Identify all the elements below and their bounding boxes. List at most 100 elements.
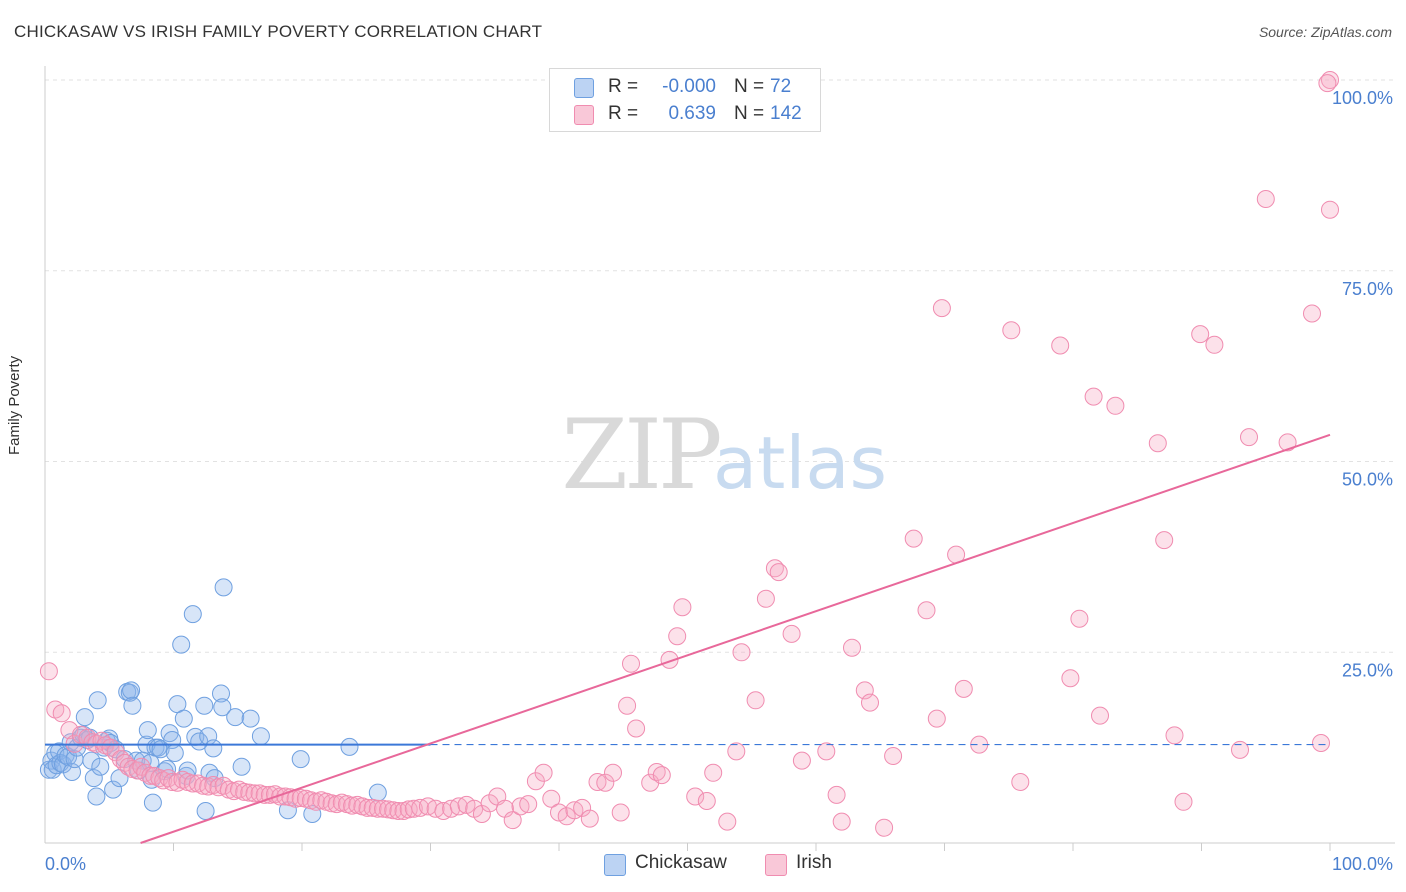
irish-point [817, 742, 836, 761]
irish-point [652, 766, 671, 785]
irish-point [1205, 335, 1224, 354]
irish-point [363, 798, 382, 817]
x-tick-label: 0.0% [45, 854, 86, 874]
irish-point [411, 798, 430, 817]
chickasaw-point [84, 769, 103, 788]
y-tick-label: 25.0% [1342, 660, 1393, 680]
irish-point [718, 812, 737, 831]
irish-point [917, 601, 936, 620]
irish-point [861, 693, 879, 712]
irish-point [1278, 433, 1297, 452]
stats-legend: R = -0.000 N = 72 R = 0.639 N = 142 [549, 68, 821, 132]
irish-point [322, 794, 341, 813]
irish-point [1091, 706, 1109, 725]
irish-point [542, 789, 561, 808]
chickasaw-point [165, 744, 184, 762]
irish-point [884, 747, 903, 765]
chickasaw-point [122, 681, 141, 700]
irish-point [1303, 304, 1321, 323]
chickasaw-swatch [574, 78, 594, 98]
chickasaw-point [143, 793, 162, 812]
irish-point [519, 795, 538, 814]
chickasaw-point [104, 780, 123, 799]
irish-point [368, 799, 387, 818]
irish-point [727, 742, 746, 761]
chickasaw-point [212, 684, 230, 703]
irish-point [769, 563, 788, 582]
chart-title: CHICKASAW VS IRISH FAMILY POVERTY CORREL… [14, 22, 543, 41]
chickasaw-point [183, 605, 202, 624]
chickasaw-swatch [604, 854, 626, 876]
irish-point [1002, 321, 1021, 340]
irish-point [756, 589, 775, 608]
irish-point [1312, 734, 1330, 752]
irish-point [1011, 773, 1030, 791]
legend-n-label: N = [734, 76, 765, 97]
legend-row-irish: R = 0.639 N = 142 [550, 101, 820, 127]
legend-r-label: R = [608, 76, 639, 97]
chickasaw-point [82, 751, 101, 770]
irish-point [647, 763, 666, 781]
irish-point [1155, 531, 1174, 550]
irish-point [732, 643, 751, 662]
irish-point [1084, 387, 1103, 406]
irish-point [827, 785, 846, 804]
chickasaw-point [241, 709, 260, 728]
irish-point [52, 704, 71, 723]
irish-point [399, 800, 418, 819]
irish-point [1148, 434, 1167, 453]
irish-point [503, 811, 522, 830]
chickasaw-point [160, 724, 179, 743]
irish-point [596, 773, 615, 792]
chickasaw-point [368, 783, 387, 802]
irish-point [927, 709, 946, 728]
irish-point [449, 797, 468, 816]
irish-point [622, 654, 640, 673]
irish-point [1165, 726, 1184, 745]
irish-point [1231, 740, 1249, 759]
legend-r-label: R = [608, 103, 639, 124]
chickasaw-point [75, 708, 94, 727]
series-legend: Chickasaw Irish [0, 852, 1406, 878]
irish-point [1191, 325, 1210, 344]
series-irish [39, 71, 1339, 837]
axes [44, 66, 1395, 851]
chickasaw-point [214, 578, 233, 597]
chickasaw-point [213, 698, 232, 717]
irish-point [1051, 336, 1070, 355]
irish-point [1321, 71, 1339, 89]
chickasaw-point [91, 757, 110, 776]
irish-point [660, 650, 679, 669]
chickasaw-point [172, 635, 191, 654]
irish-swatch [765, 854, 787, 876]
irish-point [792, 751, 811, 770]
y-tick-label: 75.0% [1342, 279, 1393, 299]
irish-point [1106, 396, 1125, 415]
irish-point [843, 638, 861, 657]
chickasaw-point [138, 721, 157, 740]
chickasaw-point [291, 750, 310, 769]
legend-r-value: -0.000 [662, 76, 716, 97]
irish-point [39, 662, 58, 681]
chickasaw-point [204, 739, 223, 758]
tick-labels: 100.0% 75.0% 50.0% 25.0% 0.0% 100.0% [45, 88, 1393, 874]
irish-point [627, 719, 646, 738]
watermark: ZIP atlas [561, 399, 887, 511]
y-tick-label: 100.0% [1332, 88, 1393, 108]
irish-trend-line [140, 433, 1331, 844]
irish-point [1174, 792, 1193, 811]
irish-point [832, 812, 851, 831]
irish-point [611, 803, 630, 822]
legend-label-irish: Irish [796, 852, 832, 873]
trend-lines [45, 433, 1331, 844]
irish-point [618, 696, 637, 715]
watermark-zip: ZIP [561, 399, 720, 511]
irish-point [875, 818, 894, 837]
legend-label-chickasaw: Chickasaw [635, 852, 727, 873]
irish-point [1318, 74, 1337, 93]
irish-point [60, 721, 79, 740]
irish-point [904, 529, 923, 548]
chickasaw-point [123, 696, 142, 715]
irish-point [240, 783, 259, 802]
legend-n-value: 72 [770, 76, 792, 97]
